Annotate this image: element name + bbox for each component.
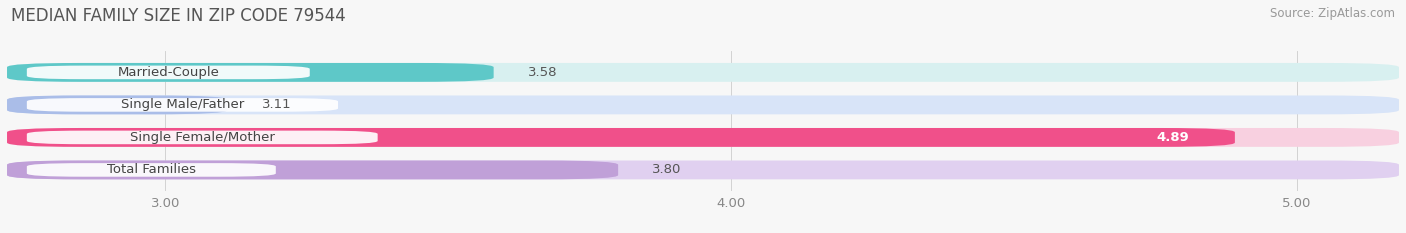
FancyBboxPatch shape [7, 63, 494, 82]
FancyBboxPatch shape [27, 163, 276, 177]
Text: MEDIAN FAMILY SIZE IN ZIP CODE 79544: MEDIAN FAMILY SIZE IN ZIP CODE 79544 [11, 7, 346, 25]
Text: Single Female/Mother: Single Female/Mother [129, 131, 274, 144]
Text: 3.80: 3.80 [652, 163, 682, 176]
Text: Married-Couple: Married-Couple [117, 66, 219, 79]
Text: Total Families: Total Families [107, 163, 195, 176]
FancyBboxPatch shape [27, 98, 337, 112]
Text: 3.11: 3.11 [262, 98, 291, 111]
Text: 4.89: 4.89 [1157, 131, 1189, 144]
FancyBboxPatch shape [27, 66, 309, 79]
FancyBboxPatch shape [7, 63, 1399, 82]
FancyBboxPatch shape [7, 128, 1234, 147]
Text: Source: ZipAtlas.com: Source: ZipAtlas.com [1270, 7, 1395, 20]
FancyBboxPatch shape [7, 96, 1399, 114]
Text: 3.58: 3.58 [527, 66, 557, 79]
FancyBboxPatch shape [7, 161, 1399, 179]
Text: Single Male/Father: Single Male/Father [121, 98, 245, 111]
FancyBboxPatch shape [7, 128, 1399, 147]
FancyBboxPatch shape [27, 131, 378, 144]
FancyBboxPatch shape [7, 161, 619, 179]
FancyBboxPatch shape [7, 96, 228, 114]
